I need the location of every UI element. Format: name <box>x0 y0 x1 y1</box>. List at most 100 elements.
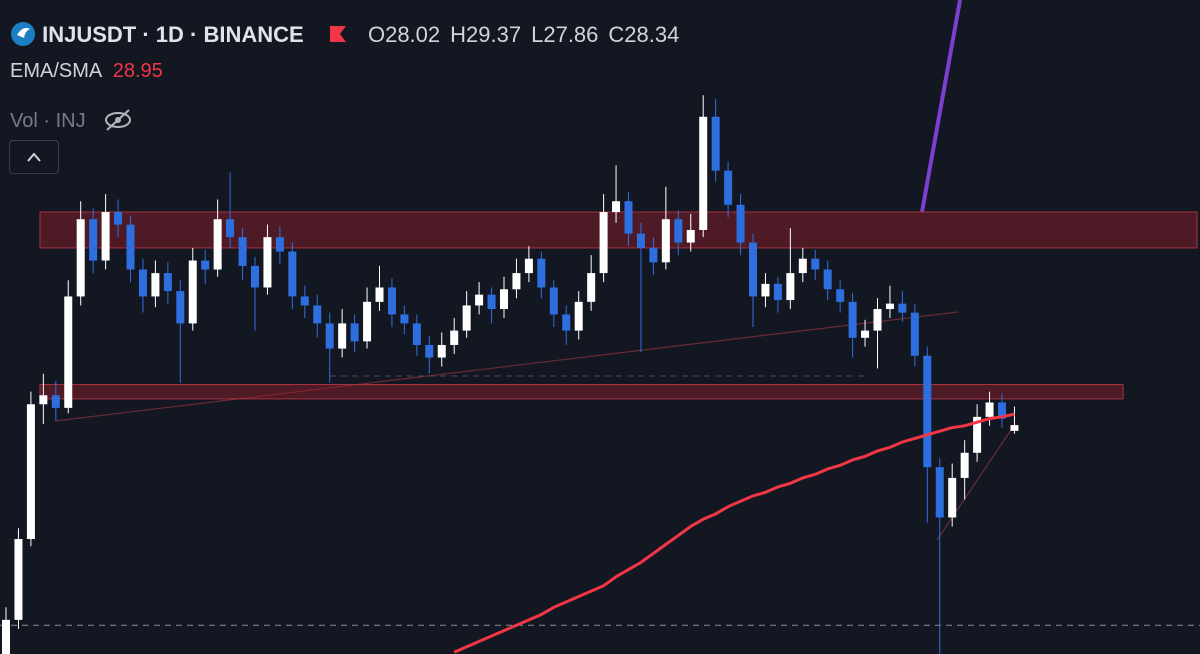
drawing-line <box>920 0 962 213</box>
candle-body <box>537 258 546 288</box>
candle-body <box>998 402 1006 419</box>
ohlc-value: 28.34 <box>624 22 680 47</box>
candle-body <box>549 287 558 315</box>
candle-body <box>699 116 708 230</box>
candle-body <box>101 212 110 261</box>
ohlc-letter: O <box>367 22 386 47</box>
candle-body <box>686 229 695 243</box>
candle-body <box>338 323 347 349</box>
candle-body <box>213 219 222 270</box>
candle-body <box>636 233 645 248</box>
zone <box>39 383 1124 400</box>
candle-body <box>450 330 459 345</box>
candle-body <box>176 291 185 324</box>
ohlc-item: H29.37 <box>450 22 521 47</box>
candle-body <box>836 289 845 302</box>
candle-body <box>587 273 596 302</box>
candle-body <box>885 303 894 310</box>
ema-line <box>453 412 1015 654</box>
candle-body <box>562 314 571 331</box>
candle-body <box>263 237 272 288</box>
candle-body <box>138 269 147 297</box>
candle-body <box>425 344 434 358</box>
ohlc-value: 27.86 <box>543 22 599 47</box>
candle-body <box>462 305 471 331</box>
candle-body <box>948 477 957 518</box>
candle-body <box>649 247 658 263</box>
candle-body <box>724 170 733 205</box>
candle-body <box>325 323 334 349</box>
candle-body <box>238 237 247 266</box>
candle-body <box>64 296 73 408</box>
candle-body <box>226 219 235 238</box>
ohlc-item: L27.86 <box>531 22 598 47</box>
zone <box>39 211 1198 249</box>
candle-body <box>985 402 994 417</box>
candle-body <box>786 273 795 301</box>
candle-body <box>39 395 48 405</box>
indicator-value: 28.95 <box>112 60 163 82</box>
candle-body <box>612 201 621 213</box>
candle-body <box>624 201 633 234</box>
candle-body <box>151 273 160 297</box>
candle-body <box>437 344 446 358</box>
candle-body <box>387 287 396 315</box>
symbol: INJUSDT · 1D · BINANCE <box>42 22 304 47</box>
candle-body <box>350 323 359 342</box>
logo <box>11 22 35 46</box>
trend-line <box>936 423 1016 541</box>
candle-body <box>935 467 944 518</box>
candle-body <box>823 269 832 290</box>
candle-body <box>1010 425 1019 431</box>
candle-body <box>898 303 907 313</box>
candle-body <box>126 224 135 270</box>
hide-icon[interactable] <box>103 108 133 132</box>
ohlc-item: O28.02 <box>368 22 440 47</box>
candle-body <box>910 312 919 356</box>
candle-body <box>2 619 10 654</box>
ohlc: O28.02 H29.37 L27.86 C28.34 <box>368 22 689 47</box>
candle-body <box>163 273 172 292</box>
candle-body <box>574 301 583 331</box>
candle-body <box>51 395 60 408</box>
candle-body <box>761 283 770 297</box>
collapse-button[interactable] <box>9 140 59 174</box>
candle-body <box>275 237 284 252</box>
ohlc-letter: C <box>608 22 625 47</box>
trend-line <box>54 311 959 422</box>
ohlc-value: 28.02 <box>385 22 441 47</box>
candle-body <box>960 452 969 478</box>
candle-body <box>524 258 533 274</box>
candle-body <box>400 314 409 324</box>
candle-body <box>375 287 384 302</box>
candle-body <box>711 116 720 171</box>
candle-body <box>749 242 757 297</box>
candle-body <box>599 212 608 274</box>
candle-body <box>736 204 745 243</box>
ohlc-letter: H <box>450 22 467 47</box>
candle-body <box>512 273 521 290</box>
ohlc-value: 29.37 <box>466 22 522 47</box>
candle-body <box>973 416 982 453</box>
flag-icon[interactable] <box>328 24 348 44</box>
candle-body <box>188 260 197 324</box>
candle-body <box>848 301 857 338</box>
volume-row: Vol · INJ <box>10 103 133 133</box>
candle-body <box>89 219 98 261</box>
chevron-icon <box>27 152 41 162</box>
candle-body <box>674 219 683 243</box>
candle-body <box>313 305 322 324</box>
candle-body <box>798 258 807 274</box>
volume-label: Vol · INJ <box>10 110 86 132</box>
candle-body <box>14 539 23 620</box>
indicator-name: EMA/SMA <box>10 60 102 82</box>
candle-body <box>251 265 259 288</box>
candle-body <box>26 404 35 540</box>
candle-body <box>114 212 123 225</box>
candle-body <box>76 219 85 297</box>
candle-body <box>300 296 309 306</box>
indicator-row: EMA/SMA 28.95 <box>10 60 163 83</box>
ohlc-letter: L <box>531 22 544 47</box>
